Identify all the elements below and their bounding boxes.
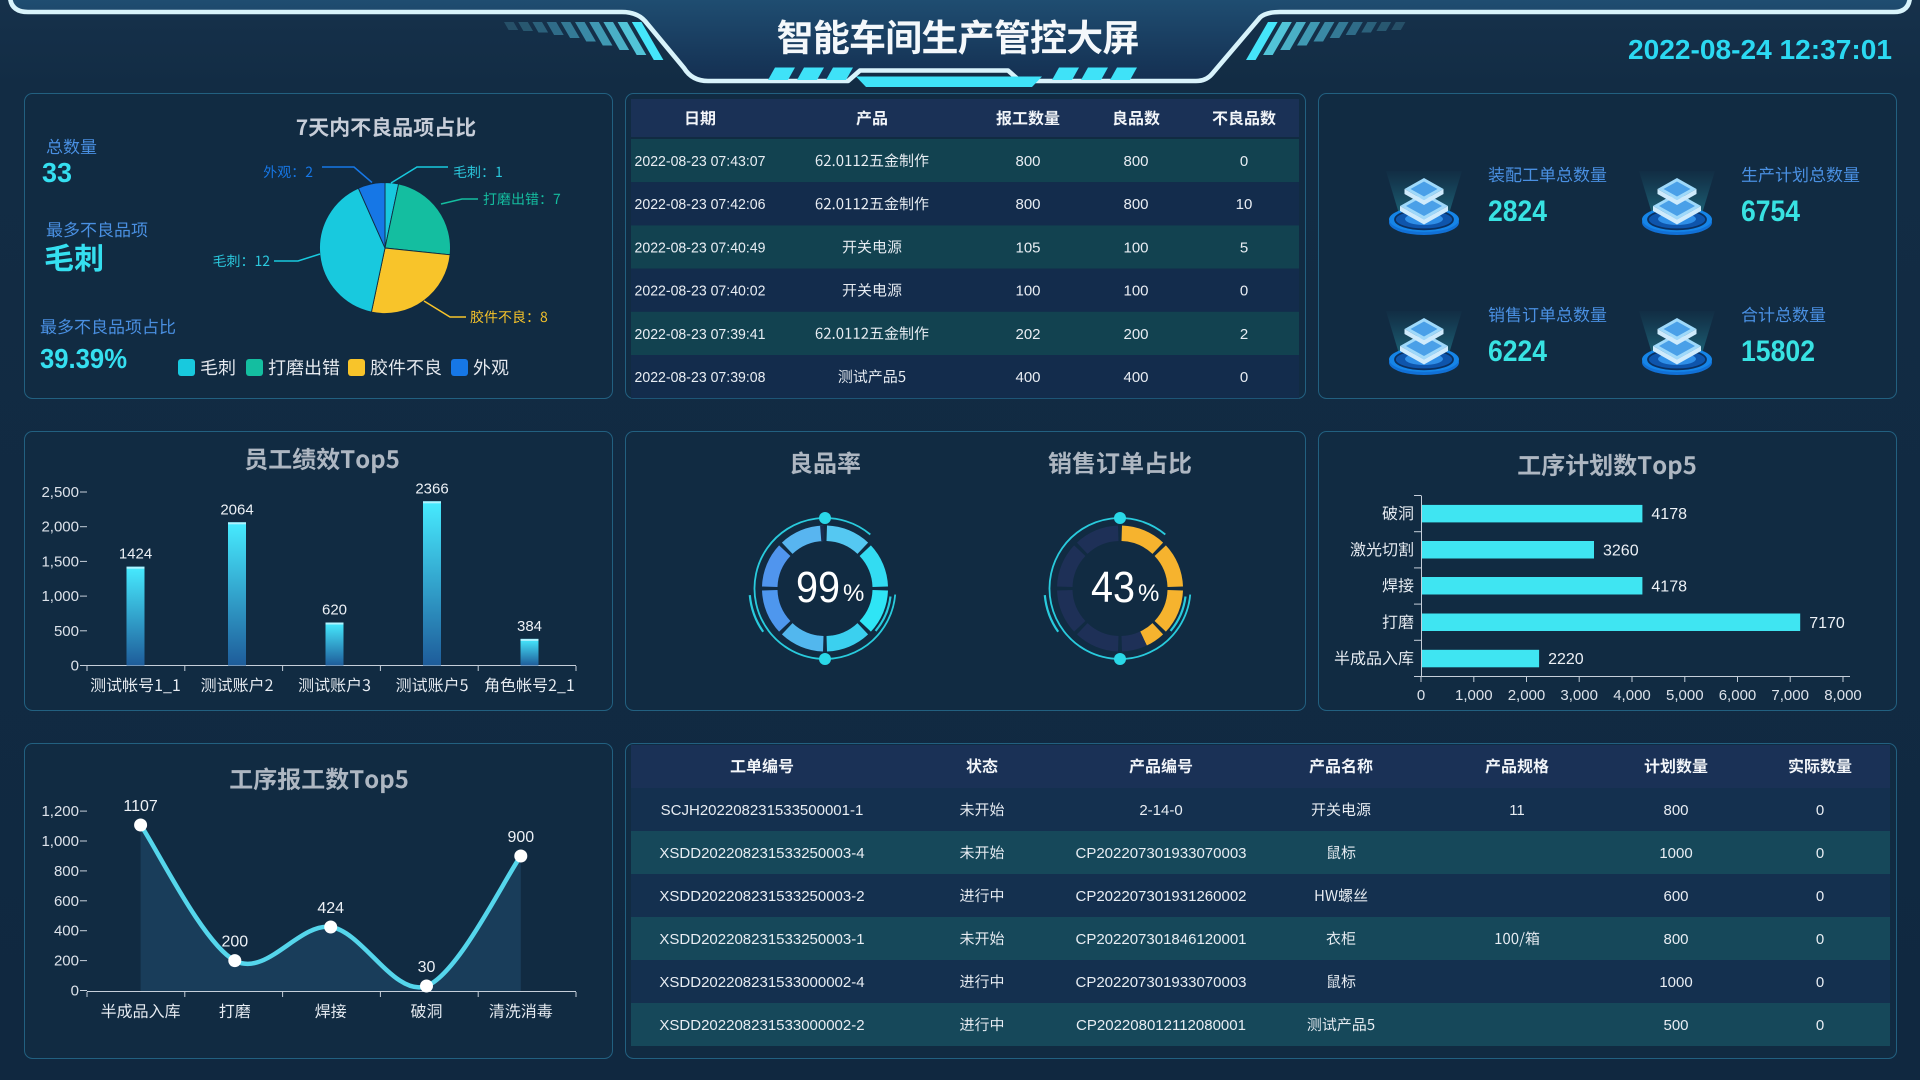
svg-text:XSDD202208231533250003-2: XSDD202208231533250003-2 [659,888,864,905]
svg-text:1,000: 1,000 [41,588,79,605]
svg-text:0: 0 [71,983,79,1000]
svg-text:2220: 2220 [1548,651,1584,668]
svg-text:0: 0 [1816,802,1824,819]
svg-text:2-14-0: 2-14-0 [1139,802,1182,819]
svg-text:XSDD202208231533250003-4: XSDD202208231533250003-4 [659,845,864,862]
svg-text:2824: 2824 [1488,195,1547,228]
svg-text:2,000: 2,000 [41,519,79,536]
svg-text:2022-08-23 07:40:49: 2022-08-23 07:40:49 [635,239,766,256]
svg-text:0: 0 [1816,845,1824,862]
svg-text:800: 800 [1663,802,1688,819]
svg-text:105: 105 [1015,239,1040,256]
svg-text:2022-08-23 07:42:06: 2022-08-23 07:42:06 [635,196,766,213]
svg-text:8,000: 8,000 [1824,687,1862,704]
svg-text:3260: 3260 [1603,542,1639,559]
svg-text:2,000: 2,000 [1508,687,1546,704]
svg-text:200: 200 [221,934,248,951]
svg-text:0: 0 [1816,1017,1824,1034]
svg-text:0: 0 [1240,153,1248,170]
svg-text:800: 800 [1123,196,1148,213]
svg-text:4,000: 4,000 [1613,687,1651,704]
svg-text:0: 0 [1816,888,1824,905]
svg-text:5,000: 5,000 [1666,687,1704,704]
svg-text:15802: 15802 [1741,335,1815,368]
svg-text:0: 0 [1816,974,1824,991]
svg-text:800: 800 [54,863,79,880]
svg-text:CP202207301846120001: CP202207301846120001 [1076,931,1247,948]
svg-text:0: 0 [1240,283,1248,300]
svg-text:5: 5 [1240,239,1248,256]
svg-text:2: 2 [1240,326,1248,343]
svg-text:384: 384 [517,618,542,635]
svg-text:11: 11 [1509,802,1525,819]
svg-text:1000: 1000 [1659,974,1692,991]
svg-text:XSDD202208231533250003-1: XSDD202208231533250003-1 [659,931,864,948]
svg-text:6224: 6224 [1488,335,1547,368]
svg-text:30: 30 [418,959,436,976]
svg-text:3,000: 3,000 [1560,687,1598,704]
svg-text:2,500: 2,500 [41,484,79,501]
svg-text:0: 0 [1240,369,1248,386]
svg-text:CP202208012112080001: CP202208012112080001 [1076,1017,1246,1034]
svg-text:0: 0 [1816,931,1824,948]
svg-text:400: 400 [1015,369,1040,386]
svg-text:1107: 1107 [123,798,158,815]
svg-text:7,000: 7,000 [1771,687,1809,704]
svg-text:2366: 2366 [415,480,448,497]
svg-text:%: % [1138,580,1159,607]
svg-text:7170: 7170 [1809,615,1845,632]
svg-text:2064: 2064 [220,501,253,518]
svg-text:SCJH202208231533500001-1: SCJH202208231533500001-1 [661,802,864,819]
svg-text:100: 100 [1123,283,1148,300]
svg-text:1424: 1424 [119,546,152,563]
svg-text:2022-08-23 07:39:41: 2022-08-23 07:39:41 [635,326,766,343]
svg-text:800: 800 [1663,931,1688,948]
svg-text:600: 600 [1663,888,1688,905]
svg-text:%: % [843,580,864,607]
svg-text:39.39%: 39.39% [40,343,127,374]
svg-text:800: 800 [1015,196,1040,213]
svg-text:500: 500 [1663,1017,1688,1034]
svg-text:6754: 6754 [1741,195,1800,228]
svg-text:2022-08-24 12:37:01: 2022-08-24 12:37:01 [1628,34,1892,65]
svg-text:1,200: 1,200 [41,803,79,820]
svg-text:400: 400 [1123,369,1148,386]
svg-text:CP202207301931260002: CP202207301931260002 [1076,888,1247,905]
svg-text:XSDD202208231533000002-2: XSDD202208231533000002-2 [659,1017,864,1034]
svg-text:2022-08-23 07:40:02: 2022-08-23 07:40:02 [635,283,766,300]
svg-text:2022-08-23 07:39:08: 2022-08-23 07:39:08 [635,369,766,386]
svg-text:800: 800 [1123,153,1148,170]
svg-text:4178: 4178 [1651,506,1687,523]
svg-text:33: 33 [42,157,72,188]
svg-text:0: 0 [71,658,79,675]
svg-text:2022-08-23 07:43:07: 2022-08-23 07:43:07 [635,153,766,170]
svg-text:200: 200 [1123,326,1148,343]
svg-text:CP202207301933070003: CP202207301933070003 [1076,845,1247,862]
svg-text:99: 99 [796,563,840,612]
svg-text:1,000: 1,000 [1455,687,1493,704]
svg-text:CP202207301933070003: CP202207301933070003 [1076,974,1247,991]
svg-text:1,500: 1,500 [41,553,79,570]
svg-text:424: 424 [317,900,344,917]
svg-text:1,000: 1,000 [41,833,79,850]
svg-text:100: 100 [1015,283,1040,300]
svg-text:200: 200 [54,953,79,970]
svg-text:6,000: 6,000 [1719,687,1757,704]
svg-text:0: 0 [1417,687,1425,704]
svg-text:XSDD202208231533000002-4: XSDD202208231533000002-4 [659,974,864,991]
svg-text:4178: 4178 [1651,578,1687,595]
svg-text:10: 10 [1236,196,1253,213]
svg-text:800: 800 [1015,153,1040,170]
svg-text:202: 202 [1015,326,1040,343]
svg-text:400: 400 [54,923,79,940]
svg-text:43: 43 [1091,563,1135,612]
svg-text:620: 620 [322,602,347,619]
svg-text:100: 100 [1123,239,1148,256]
svg-text:600: 600 [54,893,79,910]
svg-text:900: 900 [507,829,534,846]
svg-text:500: 500 [54,623,79,640]
svg-text:1000: 1000 [1659,845,1692,862]
